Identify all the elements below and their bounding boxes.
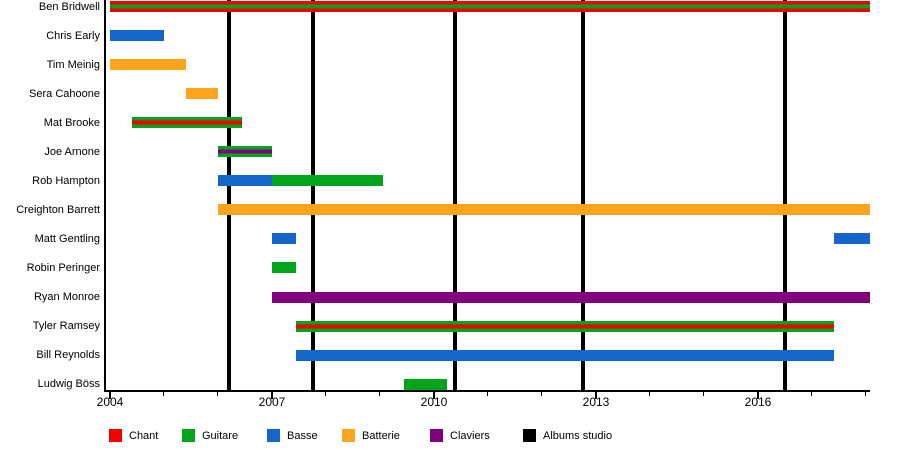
guitare-color-swatch	[182, 429, 195, 442]
x-axis-year-label: 2013	[582, 395, 610, 409]
member-label: Mat Brooke	[43, 116, 100, 129]
legend-label: Claviers	[450, 430, 490, 442]
x-axis-year-label: 2016	[744, 395, 772, 409]
member-label: Tim Meinig	[46, 58, 100, 71]
legend: Chant Guitare Basse Batterie Claviers Albums …	[0, 429, 900, 445]
claviers-color-swatch	[430, 429, 443, 442]
x-axis-minor-tick	[649, 392, 650, 396]
album-studio-line	[311, 0, 316, 390]
timeline-bar-batterie	[218, 204, 870, 216]
member-label: Robin Peringer	[26, 261, 100, 274]
member-label: Ben Bridwell	[38, 0, 100, 13]
timeline-bar-claviers	[272, 291, 870, 303]
timeline-bar-batterie	[110, 59, 186, 71]
x-axis-minor-tick	[163, 392, 164, 396]
timeline-bar-basse	[272, 233, 297, 245]
member-label: Rob Hampton	[32, 174, 100, 187]
y-axis-line	[104, 0, 106, 392]
x-axis-year-label: 2004	[96, 395, 124, 409]
timeline-bar-basse	[218, 175, 272, 187]
legend-label: Chant	[129, 430, 159, 442]
legend-label: Basse	[287, 430, 318, 442]
album-studio-line	[783, 0, 787, 390]
x-axis-major-tick	[433, 392, 435, 399]
timeline-bar-guitare-chant	[131, 117, 243, 129]
member-label: Bill Reynolds	[36, 349, 100, 362]
x-axis-minor-tick	[811, 392, 812, 396]
timeline-bar-basse	[296, 349, 834, 361]
member-label: Chris Early	[46, 29, 100, 42]
timeline-bar-guitare	[404, 378, 448, 390]
timeline-bar-batterie	[185, 88, 218, 100]
x-axis-major-tick	[109, 392, 111, 399]
basse-color-swatch	[267, 429, 280, 442]
timeline-bar-basse	[110, 30, 164, 42]
member-label: Ryan Monroe	[33, 291, 100, 303]
album-studio-line	[226, 0, 231, 390]
legend-label: Albums studio	[543, 430, 613, 442]
x-axis-year-label: 2010	[420, 395, 448, 409]
member-label: Creighton Barrett	[16, 203, 100, 216]
x-axis-minor-tick	[541, 392, 542, 396]
timeline-bar-chant-guitare	[110, 1, 870, 12]
x-axis-line	[104, 390, 870, 392]
member-label: Ludwig Böss	[37, 378, 100, 391]
x-axis-minor-tick	[865, 392, 866, 396]
chant-color-swatch	[109, 429, 122, 442]
timeline-bar-guitare-chant	[296, 320, 834, 332]
timeline-bar-guitare	[272, 175, 383, 187]
member-label: Tyler Ramsey	[32, 320, 100, 333]
album-studio-line	[581, 0, 586, 390]
x-axis-major-tick	[271, 392, 273, 399]
x-axis-minor-tick	[487, 392, 488, 396]
timeline-bar-guitare	[272, 262, 297, 274]
legend-label: Batterie	[362, 430, 400, 442]
timeline-bar-basse	[833, 233, 870, 245]
member-label: Matt Gentling	[34, 232, 100, 245]
x-axis-major-tick	[595, 392, 597, 399]
album-studio-line	[453, 0, 458, 390]
x-axis-major-tick	[757, 392, 759, 399]
member-label: Joe Arnone	[44, 145, 100, 158]
x-axis-year-label: 2007	[258, 395, 286, 409]
x-axis-minor-tick	[217, 392, 218, 396]
legend-label: Guitare	[202, 430, 239, 442]
timeline-bar-guitare-claviers	[218, 146, 272, 158]
x-axis-minor-tick	[379, 392, 380, 396]
x-axis-minor-tick	[703, 392, 704, 396]
member-label: Sera Cahoone	[29, 87, 100, 100]
x-axis-minor-tick	[325, 392, 326, 396]
albums-studio-color-swatch	[523, 429, 536, 442]
batterie-color-swatch	[342, 429, 355, 442]
